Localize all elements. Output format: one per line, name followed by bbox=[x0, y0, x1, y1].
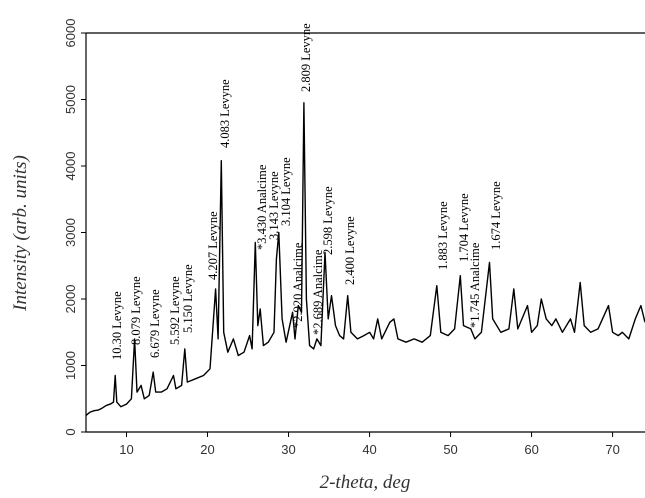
peak-annotation: 1.674 Levyne bbox=[489, 181, 503, 250]
x-tick-label: 60 bbox=[524, 442, 538, 457]
y-tick-label: 4000 bbox=[63, 152, 78, 181]
peak-annotation: 10.30 Levyne bbox=[110, 291, 124, 360]
y-tick-label: 3000 bbox=[63, 218, 78, 247]
peak-annotation: 5.150 Levyne bbox=[181, 264, 195, 333]
peak-annotation: 1.883 Levyne bbox=[436, 201, 450, 270]
peak-annotation: 5.592 Levyne bbox=[168, 276, 182, 345]
peak-annotation: 8.079 Levyne bbox=[129, 276, 143, 345]
y-tick-label: 6000 bbox=[63, 19, 78, 48]
peak-annotation: *3.430 Analcime bbox=[255, 164, 269, 250]
peak-annotation: 3.143 Levyne bbox=[267, 171, 281, 240]
peak-annotation: 2.400 Levyne bbox=[343, 216, 357, 285]
xrd-trace bbox=[85, 102, 645, 416]
peak-annotation: 4.083 Levyne bbox=[218, 79, 232, 148]
x-tick-label: 40 bbox=[362, 442, 376, 457]
peak-annotation: *2.689 Analcime bbox=[311, 249, 325, 335]
peak-annotation: 2.809 Levyne bbox=[299, 23, 313, 92]
x-tick-label: 20 bbox=[200, 442, 214, 457]
x-tick-label: 50 bbox=[443, 442, 457, 457]
x-tick-label: 10 bbox=[119, 442, 133, 457]
y-tick-label: 1000 bbox=[63, 351, 78, 380]
peak-annotation: 4.207 Levyne bbox=[206, 211, 220, 280]
y-axis-label: Intensity (arb. units) bbox=[10, 155, 31, 312]
peak-annotation: *1.745 Analcime bbox=[468, 242, 482, 328]
peak-annotation: 6.679 Levyne bbox=[148, 289, 162, 358]
peak-annotation: 3.104 Levyne bbox=[279, 157, 293, 226]
y-tick-label: 5000 bbox=[63, 85, 78, 114]
peak-annotation: 2.598 Levyne bbox=[321, 186, 335, 255]
plot-frame bbox=[85, 32, 645, 433]
peak-annotation: 1.704 Levyne bbox=[457, 193, 471, 262]
y-tick-label: 2000 bbox=[63, 285, 78, 314]
peak-annotation: *2.920 Analcime bbox=[291, 242, 305, 328]
y-tick-label: 0 bbox=[63, 428, 78, 435]
x-tick-label: 70 bbox=[605, 442, 619, 457]
x-axis-label: 2-theta, deg bbox=[320, 472, 411, 493]
x-tick-label: 30 bbox=[281, 442, 295, 457]
